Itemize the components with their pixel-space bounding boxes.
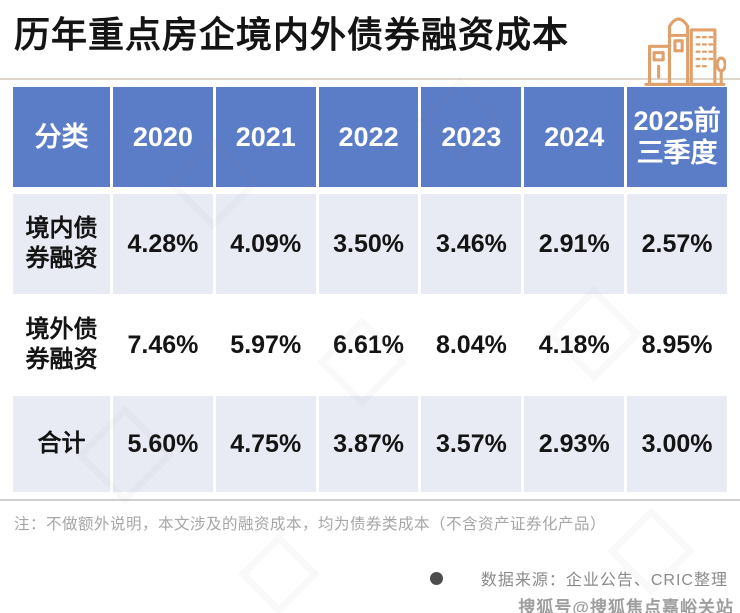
col-header-category: 分类	[13, 87, 110, 187]
title-bar: 历年重点房企境内外债券融资成本	[0, 0, 740, 86]
table-row-overseas: 境外债券融资 7.46% 5.97% 6.61% 8.04% 4.18% 8.9…	[13, 301, 727, 389]
cell-value: 3.00%	[627, 396, 727, 492]
cell-value: 7.46%	[113, 301, 213, 389]
col-header-2023: 2023	[421, 87, 522, 187]
buildings-icon	[644, 17, 726, 86]
cell-value: 6.61%	[318, 301, 419, 389]
row-label: 合计	[13, 396, 110, 492]
table-divider	[0, 499, 740, 501]
cell-value: 4.28%	[113, 194, 213, 294]
col-header-2020: 2020	[113, 87, 213, 187]
data-source: 数据来源：企业公告、CRIC整理	[480, 572, 728, 589]
table-row-total: 合计 5.60% 4.75% 3.87% 3.57% 2.93% 3.00%	[13, 396, 727, 492]
cell-value: 2.93%	[524, 396, 625, 492]
cell-value: 4.09%	[215, 194, 316, 294]
cell-value: 5.60%	[113, 396, 213, 492]
cell-value: 3.46%	[421, 194, 522, 294]
source-row: 数据来源：企业公告、CRIC整理	[0, 566, 740, 590]
cell-value: 3.57%	[421, 396, 522, 492]
col-header-2025q3: 2025前三季度	[627, 87, 727, 187]
cell-value: 3.50%	[318, 194, 419, 294]
cell-value: 5.97%	[215, 301, 316, 389]
bullet-icon	[429, 571, 443, 585]
watermark-text: 搜狐号@搜狐焦点嘉峪关站	[518, 598, 734, 613]
col-header-2024: 2024	[524, 87, 625, 187]
page-title: 历年重点房企境内外债券融资成本	[14, 14, 570, 55]
cell-value: 4.75%	[215, 396, 316, 492]
col-header-2022: 2022	[318, 87, 419, 187]
cell-value: 4.18%	[524, 301, 625, 389]
financing-cost-table: 分类 2020 2021 2022 2023 2024 2025前三季度 境内债…	[10, 80, 730, 499]
footnote: 注：不做额外说明，本文涉及的融资成本，均为债券类成本（不含资产证券化产品）	[14, 516, 607, 533]
cell-value: 3.87%	[318, 396, 419, 492]
row-label: 境外债券融资	[13, 301, 110, 389]
row-label: 境内债券融资	[13, 194, 110, 294]
table-row-domestic: 境内债券融资 4.28% 4.09% 3.50% 3.46% 2.91% 2.5…	[13, 194, 727, 294]
title-divider	[0, 78, 740, 80]
table-header-row: 分类 2020 2021 2022 2023 2024 2025前三季度	[13, 87, 727, 187]
col-header-2021: 2021	[215, 87, 316, 187]
cell-value: 2.57%	[627, 194, 727, 294]
cell-value: 8.04%	[421, 301, 522, 389]
cell-value: 2.91%	[524, 194, 625, 294]
cell-value: 8.95%	[627, 301, 727, 389]
